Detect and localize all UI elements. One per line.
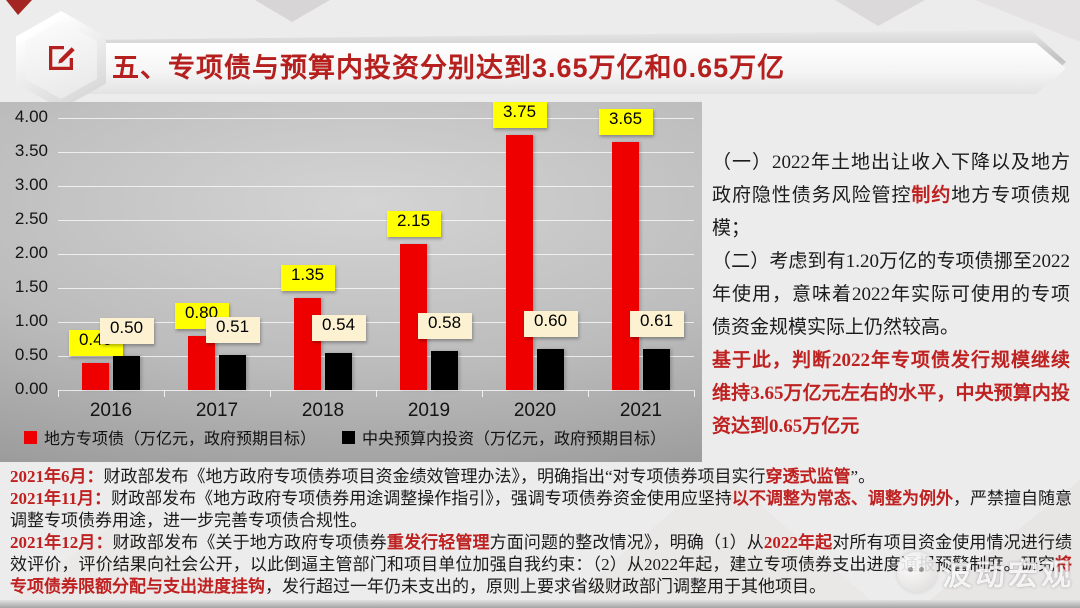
analysis-panel: （一）2022年土地出让收入下降以及地方政府隐性债务风险管控制约地方专项债规模；… bbox=[712, 146, 1070, 443]
axis-tick bbox=[376, 390, 377, 397]
bar-value-label: 0.54 bbox=[311, 315, 366, 342]
axis-tick bbox=[58, 390, 59, 397]
y-axis-label: 0.00 bbox=[14, 379, 48, 398]
title-banner: 五、专项债与预算内投资分别达到3.65万亿和0.65万亿 bbox=[74, 43, 1066, 94]
bar-special-bond bbox=[612, 141, 639, 390]
axis-tick bbox=[694, 390, 695, 397]
plot-area: 4.00 3.50 3.00 2.50 2.00 1.50 1.00 0.50 0.00 0.40… bbox=[0, 102, 702, 462]
legend-swatch-red bbox=[24, 430, 37, 444]
analysis-point-2: （二）考虑到有1.20万亿的专项债挪至2022年使用，意味着2022年实际可使用… bbox=[712, 251, 1070, 338]
gridline bbox=[58, 356, 694, 357]
y-axis-label: 3.50 bbox=[14, 141, 48, 160]
bar-value-label: 0.51 bbox=[205, 317, 260, 344]
bar-special-bond bbox=[294, 298, 321, 390]
axis-tick bbox=[270, 390, 271, 397]
bar-central-budget bbox=[113, 356, 140, 390]
wechat-account-icon bbox=[897, 552, 937, 592]
y-axis-label: 0.50 bbox=[14, 345, 48, 364]
bar-special-bond bbox=[506, 135, 533, 390]
bar-value-label: 3.65 bbox=[598, 108, 653, 135]
bar-central-budget bbox=[643, 348, 670, 390]
bar-special-bond bbox=[188, 335, 215, 390]
edit-icon bbox=[43, 40, 79, 81]
legend-item-central-budget: 中央预算内投资（万亿元，政府预期目标） bbox=[342, 425, 666, 449]
y-axis-label: 2.50 bbox=[14, 209, 48, 228]
x-axis-label: 2020 bbox=[513, 400, 557, 421]
bar-central-budget bbox=[219, 355, 246, 390]
x-axis-label: 2019 bbox=[407, 400, 451, 421]
axis-tick bbox=[482, 390, 483, 397]
bar-value-label: 1.35 bbox=[280, 265, 335, 292]
page-title: 五、专项债与预算内投资分别达到3.65万亿和0.65万亿 bbox=[112, 53, 786, 83]
gridline bbox=[58, 322, 694, 323]
footer-strip bbox=[0, 600, 1080, 608]
gridline bbox=[58, 186, 694, 187]
bar-chart: 4.00 3.50 3.00 2.50 2.00 1.50 1.00 0.50 0.00 0.40… bbox=[0, 102, 702, 462]
x-axis-label: 2017 bbox=[195, 400, 239, 421]
gridline bbox=[58, 152, 694, 153]
bar-value-label: 0.60 bbox=[523, 311, 578, 338]
y-axis-label: 3.00 bbox=[14, 175, 48, 194]
y-axis-label: 1.50 bbox=[14, 277, 48, 296]
x-axis-label: 2021 bbox=[619, 400, 663, 421]
axis-tick bbox=[588, 390, 589, 397]
x-axis-label: 2018 bbox=[301, 400, 345, 421]
legend-label: 地方专项债（万亿元，政府预期目标） bbox=[44, 431, 317, 448]
analysis-conclusion: 基于此，判断2022年专项债发行规模继续维持3.65万亿元左右的水平，中央预算内… bbox=[712, 350, 1070, 437]
legend-swatch-black bbox=[342, 430, 356, 444]
chart-legend: 地方专项债（万亿元，政府预期目标） 中央预算内投资（万亿元，政府预期目标） bbox=[24, 425, 666, 449]
bar-central-budget bbox=[537, 349, 564, 390]
bar-central-budget bbox=[325, 353, 352, 390]
bar-special-bond bbox=[82, 362, 109, 390]
legend-item-special-bond: 地方专项债（万亿元，政府预期目标） bbox=[24, 425, 316, 449]
watermark: 波动宏观 bbox=[897, 550, 1074, 594]
y-axis-label: 2.00 bbox=[14, 243, 48, 262]
axis-tick bbox=[164, 390, 165, 397]
policy-2021-06: 2021年6月：财政部发布《地方政府专项债券项目资金绩效管理办法》，明确指出“对… bbox=[10, 467, 876, 486]
bar-value-label: 0.58 bbox=[417, 312, 472, 339]
y-axis-label: 4.00 bbox=[14, 107, 48, 126]
bar-central-budget bbox=[431, 350, 458, 390]
legend-label: 中央预算内投资（万亿元，政府预期目标） bbox=[362, 431, 667, 448]
bar-value-label: 0.61 bbox=[629, 310, 684, 337]
gridline bbox=[58, 288, 694, 289]
policy-notes: 2021年6月：财政部发布《地方政府专项债券项目资金绩效管理办法》，明确指出“对… bbox=[10, 466, 1072, 598]
watermark-text: 波动宏观 bbox=[942, 559, 1074, 592]
gridline bbox=[58, 118, 694, 119]
bar-value-label: 0.50 bbox=[99, 318, 154, 344]
gridline bbox=[58, 220, 694, 221]
bar-value-label: 2.15 bbox=[386, 210, 441, 237]
policy-2021-12: 2021年12月：财政部发布《关于地方政府专项债券重发行轻管理方面问题的整改情况… bbox=[10, 533, 1073, 596]
analysis-point-1: （一）2022年土地出让收入下降以及地方政府隐性债务风险管控制约地方专项债规模； bbox=[712, 152, 1070, 239]
x-axis-label: 2016 bbox=[89, 400, 133, 421]
y-axis-label: 1.00 bbox=[14, 311, 48, 330]
policy-2021-11: 2021年11月：财政部发布《地方政府专项债券用途调整操作指引》，强调专项债券资… bbox=[10, 489, 1073, 530]
gridline bbox=[58, 254, 694, 255]
bar-value-label: 3.75 bbox=[492, 102, 547, 128]
